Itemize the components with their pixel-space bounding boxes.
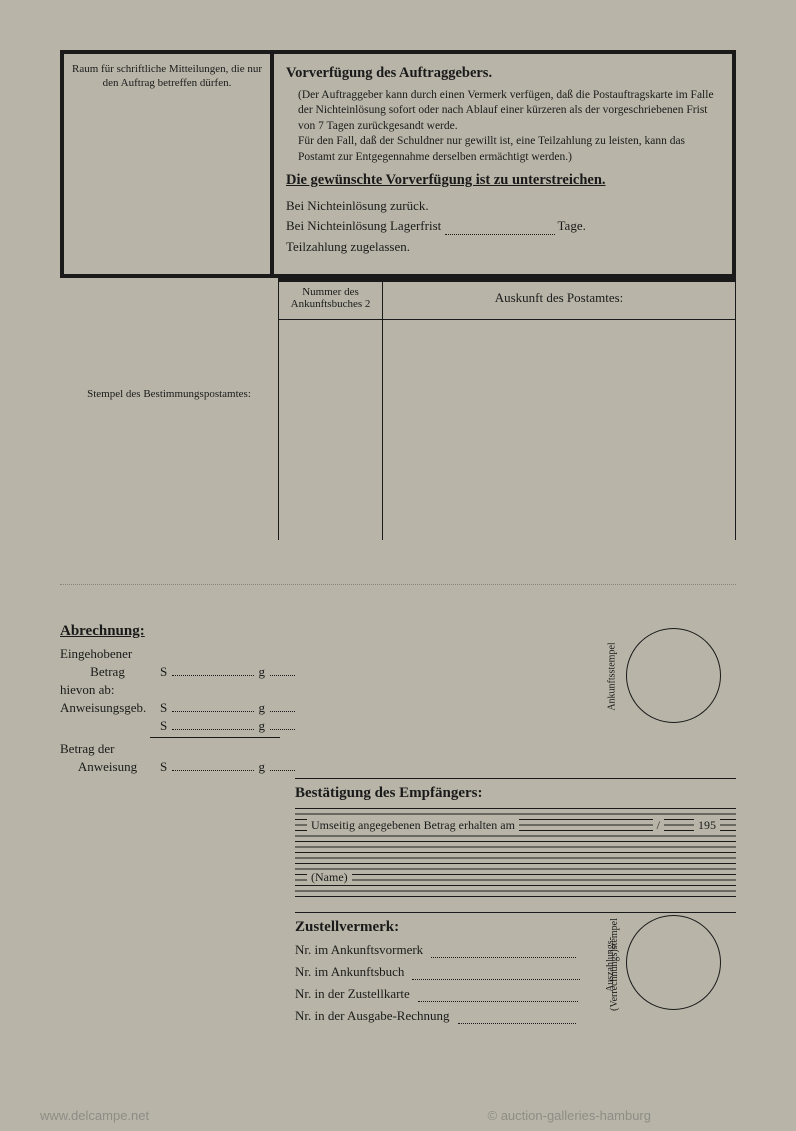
lagerfrist-a: Bei Nichteinlösung Lagerfrist xyxy=(286,218,445,233)
vorverfuegung-underline: Die gewünschte Vorverfügung ist zu unter… xyxy=(286,171,720,191)
anweisung-row: Anweisung S g xyxy=(60,759,295,775)
mid-row: Stempel des Bestimmungspostamtes: Nummer… xyxy=(60,278,736,408)
dots-fill xyxy=(431,942,576,958)
anweisungsgeb-row: Anweisungsgeb. S g xyxy=(60,700,295,716)
auszahlung-stamp-circle xyxy=(626,915,721,1010)
dots-fill xyxy=(172,675,253,676)
slash: / xyxy=(653,818,664,833)
mitteilungen-text: Raum für schriftliche Mitteilungen, die … xyxy=(72,63,262,89)
mid-container: Stempel des Bestimmungspostamtes: Nummer… xyxy=(60,278,736,408)
abrechnung-block: Abrechnung: Eingehobener Betrag S g hiev… xyxy=(60,623,295,1030)
dots-fill xyxy=(172,729,253,730)
name-label: (Name) xyxy=(307,870,352,885)
divider-line xyxy=(150,737,280,738)
betrag-row: Betrag S g xyxy=(60,664,295,680)
dots-fill xyxy=(270,675,295,676)
dots-fill xyxy=(270,770,295,771)
nr-label: Nr. in der Zustellkarte xyxy=(295,986,410,1002)
bestaetigung-title: Bestätigung des Empfängers: xyxy=(295,785,736,802)
lagerfrist-fill xyxy=(445,234,555,235)
bottom-section: Abrechnung: Eingehobener Betrag S g hiev… xyxy=(60,623,736,1030)
g-unit: g xyxy=(259,759,266,775)
dots-fill xyxy=(458,1008,576,1024)
year-prefix: 195 xyxy=(694,818,720,833)
dots-fill xyxy=(270,711,295,712)
dots-fill xyxy=(418,986,578,1002)
auskunft-box: Auskunft des Postamtes: xyxy=(383,278,736,320)
watermark-right: © auction-galleries-hamburg xyxy=(488,1108,652,1123)
betrag-der-label: Betrag der xyxy=(60,741,295,757)
nr-ausgabe: Nr. in der Ausgabe-Rechnung xyxy=(295,1008,736,1024)
umseitig-text: Umseitig angegebenen Betrag erhalten am xyxy=(307,818,519,833)
g-unit: g xyxy=(259,664,266,680)
vorverfuegung-para1: (Der Auftraggeber kann durch einen Verme… xyxy=(286,88,720,135)
lagerfrist-b: Tage. xyxy=(555,218,586,233)
option-teilzahlung: Teilzahlung zugelassen. xyxy=(286,238,720,256)
s-unit: S xyxy=(160,700,167,716)
g-unit: g xyxy=(259,718,266,734)
nummer-box: Nummer des Ankunftsbuches 2 xyxy=(278,278,383,320)
anweisung-label: Anweisung xyxy=(60,759,155,775)
mitteilungen-box: Raum für schriftliche Mitteilungen, die … xyxy=(64,54,274,274)
ankunft-stamp-label: Ankunftsstempel xyxy=(606,642,617,710)
dots-fill xyxy=(412,964,580,980)
nr-label: Nr. in der Ausgabe-Rechnung xyxy=(295,1008,450,1024)
hievon-label: hievon ab: xyxy=(60,682,295,698)
s-unit: S xyxy=(160,664,167,680)
option-lagerfrist: Bei Nichteinlösung Lagerfrist Tage. xyxy=(286,217,720,235)
dots-fill xyxy=(172,770,253,771)
right-border-line xyxy=(735,320,736,540)
stempel-box: Stempel des Bestimmungspostamtes: xyxy=(60,278,278,408)
g-unit: g xyxy=(259,700,266,716)
nr-label: Nr. im Ankunftsbuch xyxy=(295,964,404,980)
lined-box: Umseitig angegebenen Betrag erhalten am … xyxy=(295,808,736,898)
abrechnung-title: Abrechnung: xyxy=(60,623,295,640)
perforation-line xyxy=(60,584,736,585)
vorverfuegung-para2: Für den Fall, daß der Schuldner nur gewi… xyxy=(286,134,720,165)
auszahlung-label-2: (Verrechnungs)stempel xyxy=(609,918,620,1011)
bestaetigung-section: Bestätigung des Empfängers: Umseitig ang… xyxy=(295,778,736,898)
dots-fill xyxy=(270,729,295,730)
vertical-divider-lines xyxy=(278,320,383,540)
eingehobener-label: Eingehobener xyxy=(60,646,295,662)
option-zurueck: Bei Nichteinlösung zurück. xyxy=(286,197,720,215)
nr-label: Nr. im Ankunftsvormerk xyxy=(295,942,423,958)
s-unit: S xyxy=(160,759,167,775)
anweisungsgeb-label: Anweisungsgeb. xyxy=(60,700,155,716)
ankunft-stamp-circle xyxy=(626,628,721,723)
vorverfuegung-box: Vorverfügung des Auftraggebers. (Der Auf… xyxy=(274,54,732,274)
right-content: Ankunftsstempel Bestätigung des Empfänge… xyxy=(295,623,736,1030)
top-bordered-section: Raum für schriftliche Mitteilungen, die … xyxy=(60,50,736,278)
watermark-left: www.delcampe.net xyxy=(40,1108,149,1123)
s-unit: S xyxy=(160,718,167,734)
blank-s-row: S g xyxy=(60,718,295,734)
vorverfuegung-title: Vorverfügung des Auftraggebers. xyxy=(286,64,720,84)
betrag-label: Betrag xyxy=(60,664,155,680)
dots-fill xyxy=(172,711,253,712)
stempel-label: Stempel des Bestimmungspostamtes: xyxy=(60,388,278,400)
